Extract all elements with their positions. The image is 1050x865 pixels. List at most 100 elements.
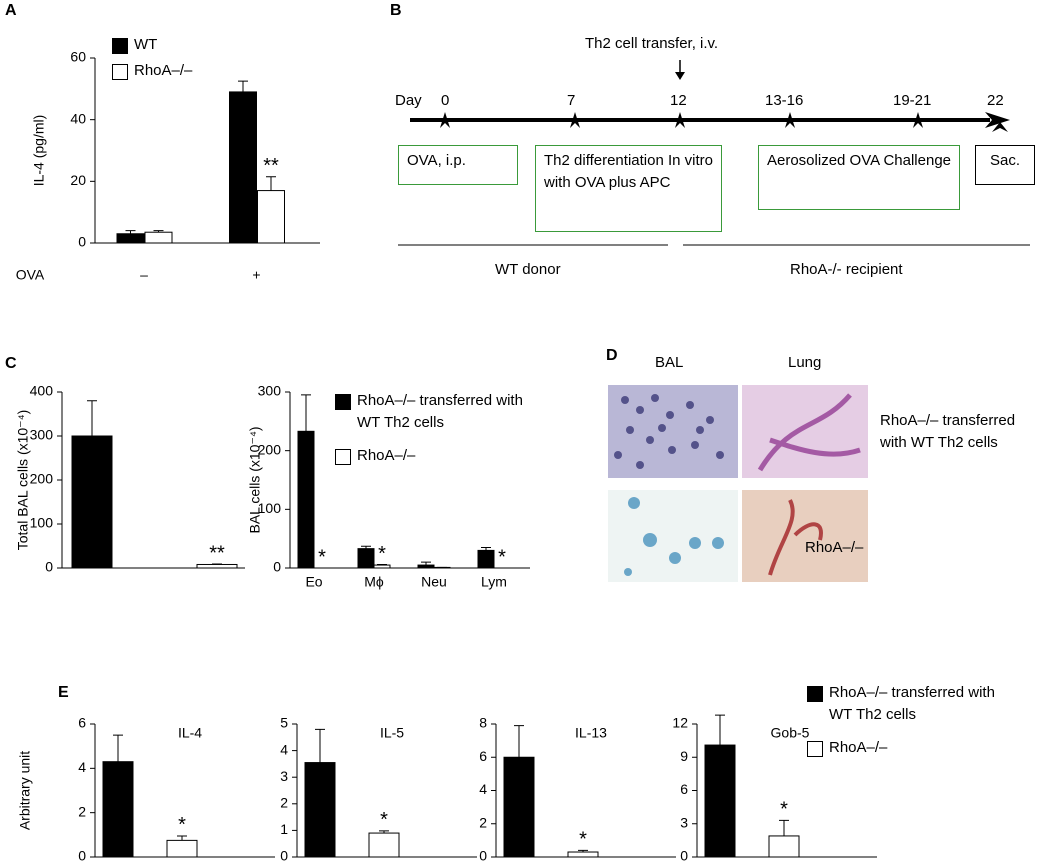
legend-swatch	[335, 394, 351, 410]
day-tick: 7	[567, 92, 576, 109]
error-bar	[514, 725, 524, 758]
y-tick-label: 0	[78, 848, 86, 864]
bar	[116, 233, 145, 244]
error-bar	[177, 835, 187, 841]
y-axis-label: BAL cells (x10⁻⁴)	[247, 426, 263, 533]
y-tick-label: 100	[258, 500, 282, 516]
error-bar	[125, 230, 136, 234]
annotation: **	[209, 542, 225, 564]
error-bar	[361, 545, 371, 549]
legend-label: WT	[134, 36, 158, 53]
legend-label: RhoA–/–	[357, 447, 416, 464]
x-tick-label: Lym	[481, 574, 507, 590]
cells	[624, 497, 724, 576]
bar	[304, 762, 336, 858]
y-tick-label: 4	[280, 741, 288, 757]
error-bar	[266, 176, 276, 191]
y-tick-label: 4	[78, 759, 86, 775]
panel-label: E	[58, 684, 69, 701]
legend-label: RhoA–/– transferred with WT Th2 cells	[829, 684, 995, 723]
x-tick-label: +	[252, 267, 260, 283]
chart-title: IL-13	[575, 725, 607, 741]
bar	[196, 563, 238, 569]
y-tick-label: 6	[78, 715, 86, 731]
phase-label: RhoA-/- recipient	[790, 261, 903, 278]
legend-label: RhoA–/– transferred with WT Th2 cells	[357, 392, 523, 431]
legend-label: RhoA–/–	[134, 62, 193, 79]
legend-label: RhoA–/–	[829, 739, 888, 756]
phase-label: WT donor	[495, 261, 561, 278]
y-tick-label: 12	[672, 715, 688, 731]
y-tick-label: 0	[280, 848, 288, 864]
y-tick-label: 2	[78, 803, 86, 819]
y-tick-label: 40	[70, 110, 86, 126]
x-tick-label: –	[140, 267, 148, 283]
y-tick-label: 0	[273, 559, 281, 575]
day-marker	[570, 112, 580, 128]
transfer-label: Th2 cell transfer, i.v.	[585, 35, 719, 52]
error-bar	[779, 819, 789, 836]
bar	[373, 564, 391, 569]
panel-label: C	[5, 355, 17, 372]
day-markers	[440, 112, 1008, 132]
step-box: Th2 differentiation In vitro with OVA pl…	[535, 145, 722, 232]
annotation: *	[378, 543, 386, 565]
day-tick: 22	[987, 92, 1004, 109]
step-box: OVA, i.p.	[398, 145, 518, 185]
x-tick-label: Mϕ	[364, 574, 384, 590]
micrograph-bal-bottom	[608, 490, 738, 582]
x-axis-label: OVA	[16, 267, 45, 283]
y-tick-label: 8	[479, 715, 487, 731]
day-tick: 12	[670, 92, 687, 109]
y-tick-label: 200	[30, 471, 54, 487]
y-axis-label: IL-4 (pg/ml)	[31, 115, 47, 187]
annotation: *	[178, 814, 186, 836]
y-tick-label: 6	[680, 781, 688, 797]
micrograph	[742, 490, 868, 582]
y-tick-label: 0	[45, 559, 53, 575]
error-bar	[715, 714, 725, 746]
chart-title: Gob-5	[771, 725, 810, 741]
chart-title: IL-5	[380, 725, 404, 741]
day-marker	[675, 112, 685, 128]
y-tick-label: 300	[258, 383, 282, 399]
legend-swatch	[335, 449, 351, 465]
y-tick-label: 400	[30, 383, 54, 399]
legend-swatch	[807, 741, 823, 757]
y-tick-label: 0	[78, 234, 86, 250]
step-box: Sac.	[975, 145, 1035, 185]
error-bar	[87, 400, 97, 436]
step-box: Aerosolized OVA Challenge	[758, 145, 960, 210]
bar	[477, 549, 495, 569]
bar	[368, 832, 400, 858]
y-tick-label: 5	[280, 715, 288, 731]
chart-title: IL-4	[178, 725, 202, 741]
error-bar	[301, 394, 311, 432]
x-tick-label: Eo	[305, 574, 322, 590]
bar	[144, 231, 173, 244]
panel-label: B	[390, 2, 402, 19]
bar	[257, 190, 285, 244]
legend-swatch	[112, 64, 128, 80]
error-bar	[153, 230, 164, 233]
y-tick-label: 0	[680, 848, 688, 864]
day-tick: 19-21	[893, 92, 932, 109]
day-marker	[785, 112, 795, 128]
error-bar	[113, 734, 123, 762]
column-label: Lung	[788, 354, 822, 371]
annotation: *	[380, 809, 388, 831]
y-tick-label: 3	[280, 768, 288, 784]
micrograph-bal-top	[608, 385, 738, 478]
cells	[614, 394, 724, 469]
error-bar	[379, 830, 389, 834]
day-marker	[440, 112, 450, 128]
error-bar	[315, 728, 325, 763]
bar	[503, 756, 535, 858]
annotation: *	[579, 829, 587, 851]
annotation: *	[780, 799, 788, 821]
error-bar	[377, 563, 387, 566]
y-tick-label: 6	[479, 748, 487, 764]
day-tick: 13-16	[765, 92, 804, 109]
